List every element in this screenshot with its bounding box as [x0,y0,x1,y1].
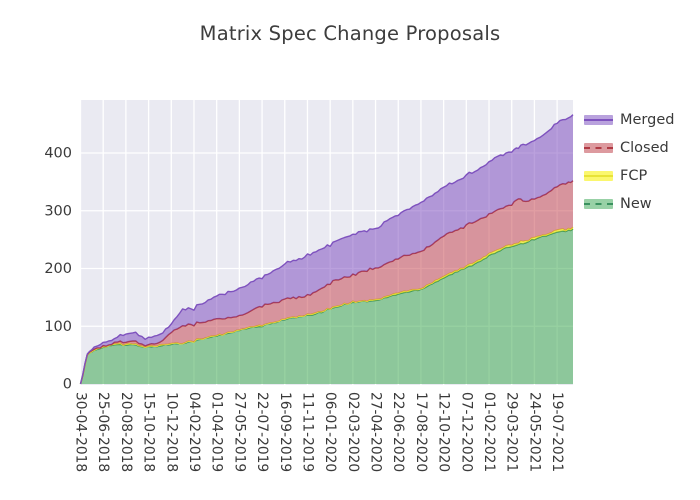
x-tick-label: 04-02-2019 [186,392,202,472]
x-tick-label: 17-08-2020 [413,392,429,472]
y-tick-label: 400 [44,146,72,162]
x-tick-label: 22-07-2019 [254,392,270,472]
x-tick-label: 29-03-2021 [504,392,520,472]
x-tick-label: 19-07-2021 [549,392,565,472]
x-tick-label: 07-12-2020 [458,392,474,472]
area-fcp [80,227,573,384]
x-tick-label: 15-10-2018 [141,392,157,472]
x-tick-label: 16-09-2019 [277,392,293,472]
line-merged [79,114,574,385]
x-tick-label: 24-05-2021 [526,392,542,472]
chart-title: Matrix Spec Change Proposals [199,22,501,45]
legend: Merged Closed FCP New [584,111,674,213]
x-tick-label: 10-12-2018 [163,392,179,472]
x-tick-label: 06-01-2020 [322,392,338,472]
legend-swatch-merged [584,115,613,125]
y-tick-label: 100 [44,319,72,335]
x-tick-label: 02-03-2020 [345,392,361,472]
legend-line-new [584,203,613,205]
legend-label: New [620,196,652,212]
legend-swatch-fcp [584,171,613,181]
legend-label: Merged [620,112,675,128]
x-tick-label: 01-04-2019 [209,392,225,472]
y-tick-label: 200 [44,261,72,277]
area-new [80,229,573,384]
legend-label: Closed [620,140,669,156]
y-tick-label: 0 [63,377,72,393]
legend-line-closed [584,147,613,149]
x-tick-label: 25-06-2018 [95,392,111,472]
legend-line-fcp [584,175,613,177]
x-tick-label: 11-11-2019 [299,392,315,472]
legend-item-fcp: FCP [584,167,674,185]
x-tick-label: 20-08-2018 [118,392,134,472]
area-closed [80,180,573,384]
x-tick-label: 22-06-2020 [390,392,406,472]
x-tick-label: 01-02-2021 [481,392,497,472]
x-tick-label: 27-05-2019 [231,392,247,472]
legend-item-new: New [584,195,674,213]
legend-line-merged [584,119,613,121]
y-tick-label: 300 [44,203,72,219]
legend-item-closed: Closed [584,139,674,157]
x-tick-label: 27-04-2020 [368,392,384,472]
legend-swatch-closed [584,143,613,153]
x-tick-label: 30-04-2018 [73,392,89,472]
x-tick-label: 12-10-2020 [436,392,452,472]
legend-swatch-new [584,199,613,209]
area-merged [80,114,573,384]
legend-label: FCP [620,168,648,184]
legend-item-merged: Merged [584,111,674,129]
